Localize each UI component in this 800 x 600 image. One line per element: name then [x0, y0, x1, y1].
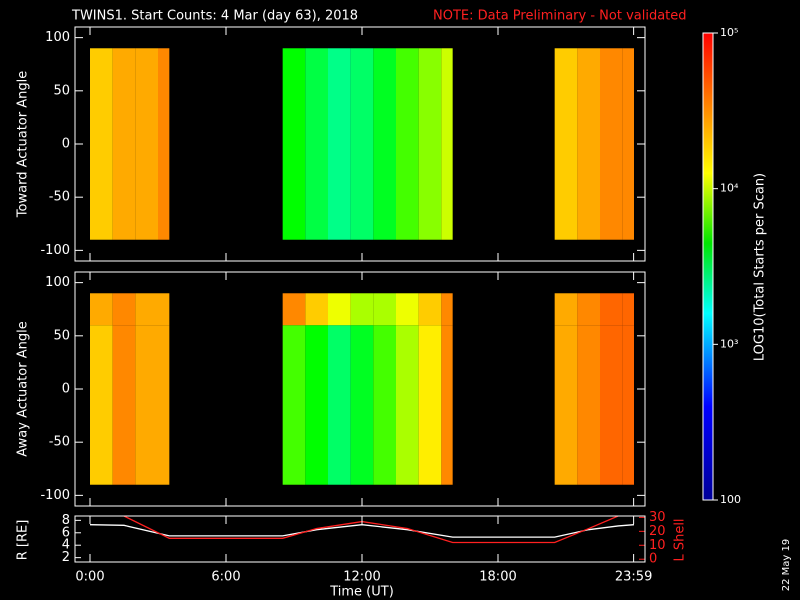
heat-cell — [396, 48, 419, 240]
heat-cell — [622, 293, 634, 326]
heat-cell — [441, 48, 453, 240]
heat-cell — [577, 293, 600, 326]
heat-cell — [328, 48, 351, 240]
heat-cell — [350, 325, 374, 485]
colorbar-tick-label: 10⁴ — [720, 182, 739, 195]
heat-cell — [396, 325, 419, 485]
x-tick-label: 23:59 — [615, 570, 652, 585]
heat-cell — [282, 48, 306, 240]
heat-cell — [135, 325, 158, 485]
y-tick-label: 50 — [53, 83, 70, 98]
heat-cell — [441, 293, 453, 326]
y-tick-label: 6 — [62, 525, 70, 540]
plot-frame — [74, 515, 646, 563]
heat-cell — [135, 293, 158, 326]
series-line — [89, 524, 635, 538]
heat-cell — [90, 48, 113, 240]
colorbar-label: LOG10(Total Starts per Scan) — [753, 173, 768, 361]
x-tick-label: 12:00 — [343, 570, 380, 585]
heat-cell — [622, 325, 634, 485]
heat-cell — [418, 293, 442, 326]
y-tick-label: 0 — [62, 382, 70, 397]
colorbar-tick-label: 10³ — [720, 337, 738, 350]
x-tick-label: 0:00 — [75, 570, 104, 585]
heat-cell — [350, 293, 374, 326]
y-tick-label: 4 — [62, 538, 70, 553]
heat-cell — [112, 293, 136, 326]
y-label: Toward Actuator Angle — [16, 71, 31, 218]
y2-label: L Shell — [673, 518, 688, 561]
heat-cell — [328, 293, 351, 326]
heat-cell — [396, 293, 419, 326]
heat-cell — [282, 325, 306, 485]
note: NOTE: Data Preliminary - Not validated — [433, 9, 687, 24]
y-tick-label: 50 — [53, 328, 70, 343]
heat-cell — [373, 293, 396, 326]
heat-cell — [373, 325, 396, 485]
y-tick-label: -50 — [49, 190, 70, 205]
colorbar — [702, 32, 714, 501]
colorbar-tick-label: 100 — [720, 493, 741, 506]
x-tick-label: 18:00 — [479, 570, 516, 585]
heat-cell — [554, 325, 578, 485]
heat-cell — [373, 48, 396, 240]
heat-cell — [418, 325, 442, 485]
heat-cell — [305, 325, 328, 485]
heat-cell — [90, 293, 113, 326]
heat-cell — [554, 293, 578, 326]
y-tick-label: 0 — [62, 137, 70, 152]
y-label: Away Actuator Angle — [16, 321, 31, 456]
series-line — [123, 516, 619, 544]
y-tick-label: 100 — [45, 275, 70, 290]
y-tick-label: 8 — [62, 513, 70, 528]
heat-cell — [135, 48, 158, 240]
colorbar-tick-label: 10⁵ — [720, 26, 738, 39]
heat-cell — [418, 48, 442, 240]
y-tick-label: -100 — [40, 243, 70, 258]
heat-cell — [577, 48, 600, 240]
y2-tick-label: 0 — [649, 552, 657, 567]
x-tick-label: 6:00 — [211, 570, 240, 585]
heat-cell — [158, 293, 170, 326]
heat-cell — [158, 48, 170, 240]
y2-tick-label: 20 — [649, 524, 666, 539]
heat-cell — [90, 325, 113, 485]
heat-cell — [158, 325, 170, 485]
heat-cell — [282, 293, 306, 326]
y-tick-label: -50 — [49, 435, 70, 450]
heat-cell — [600, 293, 623, 326]
x-label: Time (UT) — [329, 585, 394, 600]
heat-cell — [305, 293, 328, 326]
title: TWINS1. Start Counts: 4 Mar (day 63), 20… — [71, 9, 358, 24]
heat-cell — [350, 48, 374, 240]
plot-frame — [74, 26, 646, 262]
y-tick-label: 100 — [45, 30, 70, 45]
heat-cell — [554, 48, 578, 240]
heat-cell — [622, 48, 634, 240]
y-tick-label: -100 — [40, 488, 70, 503]
heat-cell — [600, 48, 623, 240]
y-tick-label: 2 — [62, 550, 70, 565]
heat-cell — [112, 325, 136, 485]
heat-cell — [577, 325, 600, 485]
plot-frame — [74, 271, 646, 507]
heat-cell — [441, 325, 453, 485]
heat-cell — [305, 48, 328, 240]
y2-tick-label: 10 — [649, 538, 666, 553]
date-stamp: 22 May 19 — [781, 539, 792, 591]
heat-cell — [112, 48, 136, 240]
heat-cell — [600, 325, 623, 485]
heat-cell — [328, 325, 351, 485]
y-label: R [RE] — [16, 520, 31, 561]
y2-tick-label: 30 — [649, 510, 666, 525]
